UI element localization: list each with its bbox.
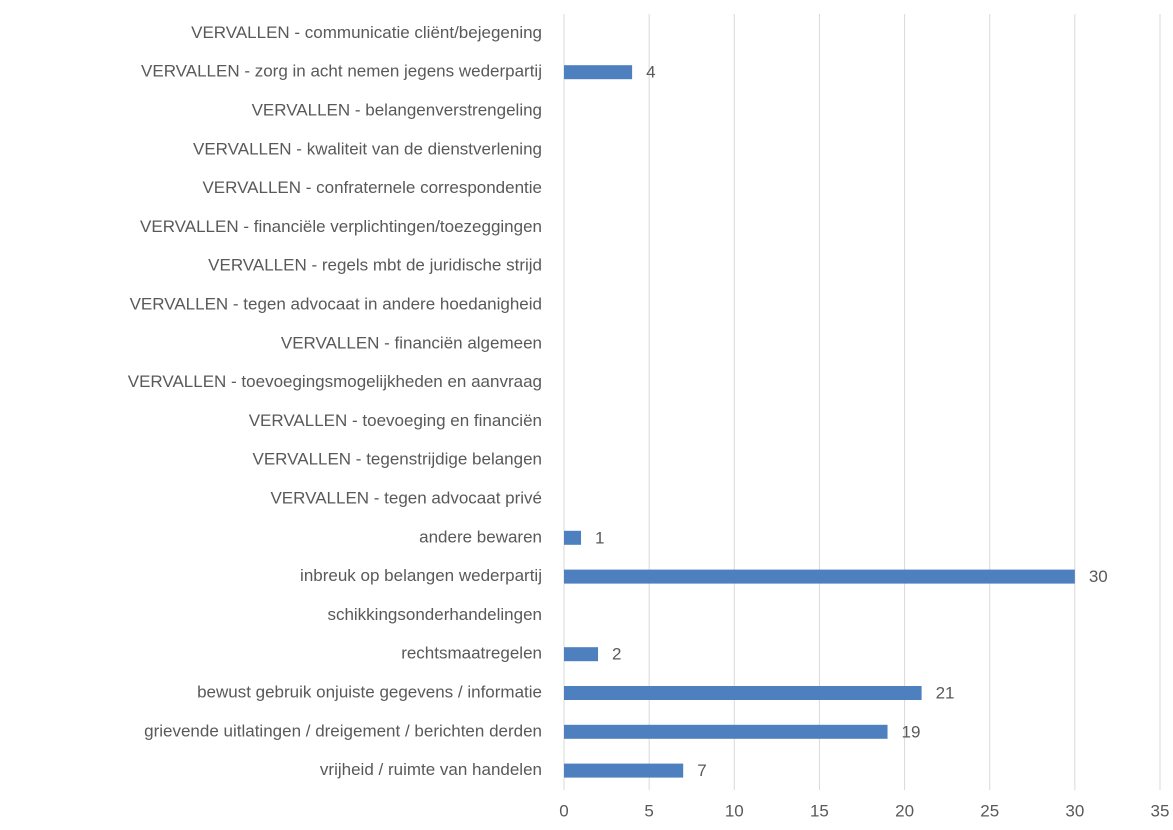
y-tick-label: VERVALLEN - communicatie cliënt/bejegeni… <box>191 23 542 42</box>
bar <box>564 686 922 700</box>
y-tick-label: VERVALLEN - tegenstrijdige belangen <box>253 450 543 469</box>
bar <box>564 724 888 739</box>
y-tick-label: vrijheid / ruimte van handelen <box>320 760 542 779</box>
y-tick-label: VERVALLEN - toevoegingsmogelijkheden en … <box>128 372 542 391</box>
y-tick-label: inbreuk op belangen wederpartij <box>300 566 542 585</box>
y-tick-label: rechtsmaatregelen <box>401 644 542 663</box>
y-tick-label: VERVALLEN - confraternele correspondenti… <box>202 178 542 197</box>
y-tick-label: VERVALLEN - kwaliteit van de dienstverle… <box>193 139 542 158</box>
x-tick-label: 10 <box>725 801 744 820</box>
x-tick-label: 25 <box>980 801 999 820</box>
x-tick-label: 20 <box>895 801 914 820</box>
data-label: 1 <box>595 528 604 547</box>
y-tick-label: andere bewaren <box>419 527 542 546</box>
y-tick-label: schikkingsonderhandelingen <box>327 605 542 624</box>
data-label: 4 <box>646 63 655 82</box>
y-tick-label: VERVALLEN - tegen advocaat privé <box>270 488 542 507</box>
y-tick-label: grievende uitlatingen / dreigement / ber… <box>144 721 542 740</box>
bar <box>564 647 599 662</box>
bar <box>564 65 633 80</box>
data-label: 30 <box>1089 567 1108 586</box>
x-tick-label: 0 <box>559 801 568 820</box>
data-label: 2 <box>612 645 621 664</box>
y-tick-label: VERVALLEN - zorg in acht nemen jegens we… <box>141 62 542 81</box>
x-tick-label: 35 <box>1151 801 1170 820</box>
x-tick-label: 30 <box>1065 801 1084 820</box>
bar <box>564 763 684 778</box>
y-tick-label: VERVALLEN - tegen advocaat in andere hoe… <box>130 294 542 313</box>
x-tick-label: 5 <box>644 801 653 820</box>
bar <box>564 530 582 545</box>
data-label: 19 <box>902 722 921 741</box>
y-tick-label: VERVALLEN - regels mbt de juridische str… <box>208 256 542 275</box>
y-tick-label: VERVALLEN - financiën algemeen <box>281 333 542 352</box>
data-label: 21 <box>936 683 955 702</box>
y-tick-label: VERVALLEN - financiële verplichtingen/to… <box>140 217 542 236</box>
bar <box>564 569 1075 584</box>
y-tick-label: VERVALLEN - toevoeging en financiën <box>249 411 542 430</box>
data-label: 7 <box>697 761 706 780</box>
x-tick-label: 15 <box>810 801 829 820</box>
y-tick-label: bewust gebruik onjuiste gegevens / infor… <box>197 682 542 701</box>
y-tick-label: VERVALLEN - belangenverstrengeling <box>252 100 542 119</box>
